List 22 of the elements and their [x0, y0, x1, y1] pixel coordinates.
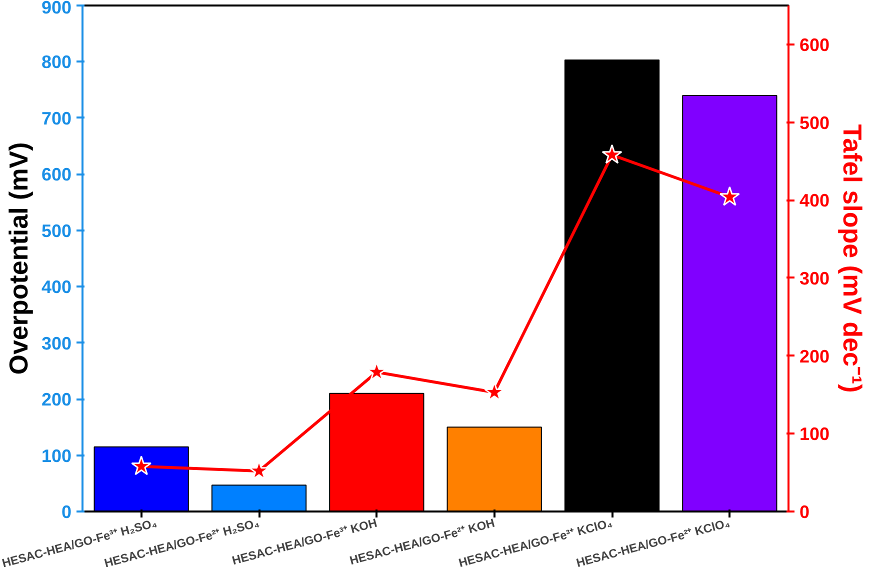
y-axis-title: Overpotential (mV)	[3, 142, 34, 375]
y-tick-label: 400	[41, 277, 72, 298]
y-tick-label: 700	[41, 108, 72, 128]
y-tick-label: 100	[41, 446, 72, 466]
y-tick-label: 800	[41, 52, 72, 72]
y-tick-label: 200	[41, 390, 72, 410]
y-tick-label: 600	[41, 164, 72, 185]
y2-axis-title: Tafel slope (mV dec⁻¹)	[838, 124, 868, 393]
y2-tick-label: 600	[800, 34, 830, 55]
y2-tick-label: 100	[800, 424, 830, 444]
y-tick-label: 300	[41, 333, 72, 354]
y2-tick-label: 500	[800, 112, 830, 133]
point	[602, 144, 622, 164]
y2-tick-label: 300	[800, 268, 830, 288]
point	[719, 186, 740, 206]
y-tick-label: 0	[61, 502, 72, 522]
y2-tick-label: 200	[800, 346, 830, 366]
y-tick-label: 500	[41, 220, 72, 241]
y-tick-label: 900	[41, 0, 72, 18]
point	[131, 456, 152, 476]
y2-tick-label: 400	[800, 190, 830, 211]
y2-tick-label: 0	[800, 502, 810, 522]
